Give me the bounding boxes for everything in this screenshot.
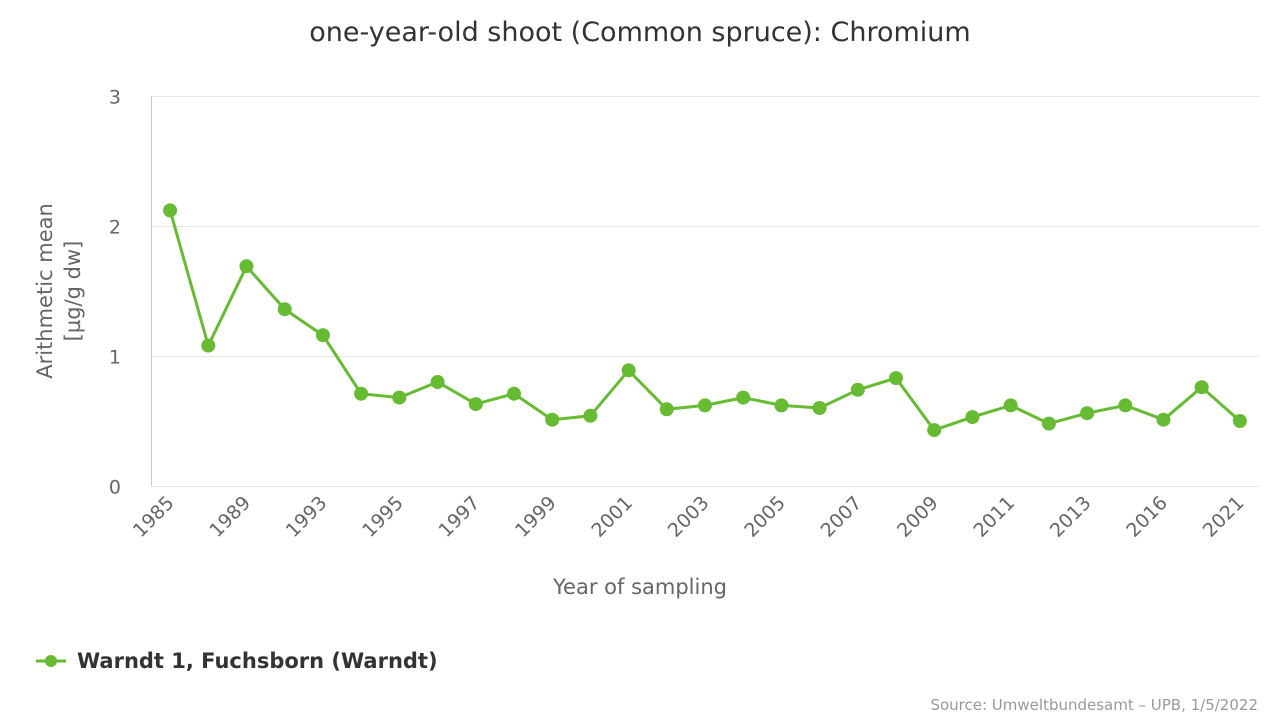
x-tick-label: 2016 [1122,492,1172,542]
x-tick-label: 2001 [587,492,637,542]
y-tick-label: 1 [109,347,121,369]
legend-marker-symbol [45,655,57,667]
data-point[interactable] [163,203,178,218]
data-point[interactable] [1041,416,1056,431]
data-point[interactable] [889,371,903,386]
y-axis-title-line-1: Arithmetic mean [33,203,57,379]
data-point[interactable] [545,412,560,427]
y-axis-title-line-2: [µg/g dw] [61,241,85,342]
data-point[interactable] [659,402,674,417]
data-point[interactable] [430,375,445,389]
x-axis-title: Year of sampling [552,575,727,599]
credits-text[interactable]: Source: Umweltbundesamt – UPB, 1/5/2022 [930,696,1258,714]
series-group [163,203,1247,438]
data-point[interactable] [201,338,216,353]
legend[interactable]: Warndt 1, Fuchsborn (Warndt) [36,649,438,673]
data-point[interactable] [315,328,330,343]
data-point[interactable] [1003,398,1018,413]
x-tick-label: 2021 [1199,492,1249,542]
x-tick-label: 1995 [358,492,408,542]
data-point[interactable] [277,302,292,317]
data-point[interactable] [1118,398,1133,413]
x-tick-label: 1997 [435,492,485,542]
data-point[interactable] [239,259,254,274]
data-point[interactable] [736,390,751,405]
y-tick-label: 2 [109,217,121,239]
series-line [168,208,1242,432]
data-point[interactable] [583,408,598,423]
data-point[interactable] [507,386,521,401]
x-tick-label: 1989 [205,492,255,542]
legend-item-label[interactable]: Warndt 1, Fuchsborn (Warndt) [77,649,438,673]
x-tick-label: 2005 [740,492,790,542]
data-point[interactable] [698,398,712,413]
x-tick-label: 2003 [664,492,714,542]
data-point[interactable] [621,363,636,378]
x-tick-label: 2007 [817,492,867,542]
x-tick-label: 1993 [282,492,332,542]
data-point[interactable] [965,410,980,425]
data-point[interactable] [468,397,483,412]
x-tick-label: 1985 [129,492,179,542]
data-point[interactable] [1232,414,1247,428]
gridlines [151,96,1259,487]
chart-title: one-year-old shoot (Common spruce): Chro… [309,17,970,48]
data-point[interactable] [392,390,407,405]
data-point[interactable] [1156,412,1171,427]
data-point[interactable] [1194,380,1209,395]
x-tick-label: 2009 [893,492,943,542]
x-axis: 1985 1989 1993 1995 1997 1999 2001 2003 2005 2007… [129,492,1249,542]
data-point[interactable] [850,382,865,397]
data-point[interactable] [1080,406,1095,421]
x-tick-label: 1999 [511,492,561,542]
y-axis: 0 1 2 3 [109,87,152,499]
data-point[interactable] [927,423,942,438]
data-point[interactable] [774,398,789,413]
x-tick-label: 2011 [969,492,1019,542]
y-tick-label: 3 [109,87,121,109]
data-point[interactable] [354,386,369,401]
y-tick-label: 0 [109,477,121,499]
x-tick-label: 2013 [1046,492,1096,542]
data-point[interactable] [812,401,827,415]
